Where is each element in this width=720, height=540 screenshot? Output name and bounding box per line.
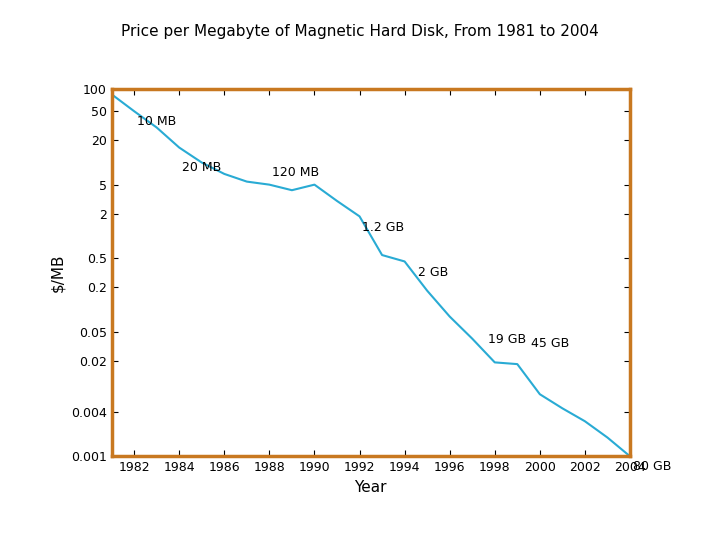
- Text: 120 MB: 120 MB: [272, 166, 319, 179]
- Text: 80 GB: 80 GB: [633, 461, 671, 474]
- Text: 10 MB: 10 MB: [137, 116, 176, 129]
- Text: 2 GB: 2 GB: [418, 266, 449, 279]
- Text: 19 GB: 19 GB: [488, 333, 526, 346]
- Text: Price per Megabyte of Magnetic Hard Disk, From 1981 to 2004: Price per Megabyte of Magnetic Hard Disk…: [121, 24, 599, 39]
- Y-axis label: $/MB: $/MB: [50, 253, 66, 292]
- Text: 20 MB: 20 MB: [182, 161, 221, 174]
- Text: 45 GB: 45 GB: [531, 337, 570, 350]
- Text: 1.2 GB: 1.2 GB: [362, 220, 405, 233]
- X-axis label: Year: Year: [354, 480, 387, 495]
